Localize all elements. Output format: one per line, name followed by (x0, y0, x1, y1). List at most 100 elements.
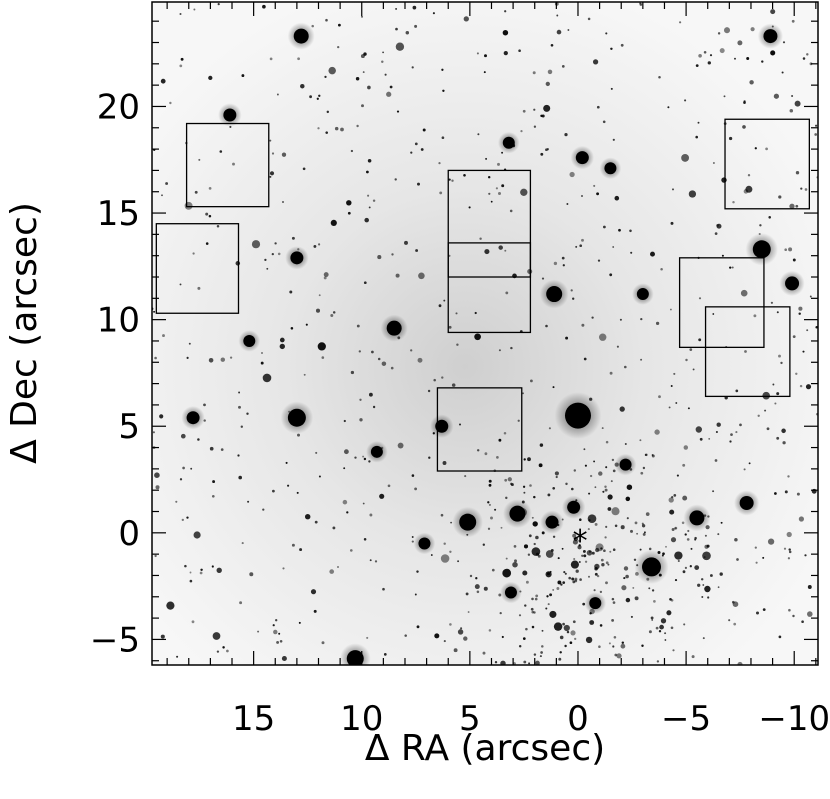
faint-star (593, 460, 596, 463)
faint-star (534, 597, 538, 601)
faint-star (337, 566, 339, 568)
faint-star (802, 350, 805, 353)
faint-star (734, 57, 736, 60)
faint-star (605, 32, 608, 35)
faint-star (545, 81, 550, 87)
faint-star (614, 195, 620, 201)
faint-star (582, 549, 586, 553)
faint-star (770, 301, 774, 304)
faint-star (731, 600, 735, 604)
faint-star (418, 272, 425, 280)
faint-star (535, 535, 539, 540)
faint-star (502, 29, 509, 36)
tick-labels: 15 10 5 0 −5 −10 20 15 10 5 0 −5 (90, 87, 830, 739)
faint-star (767, 538, 775, 545)
faint-star (487, 175, 491, 179)
faint-star (755, 561, 758, 564)
faint-star (570, 630, 576, 636)
faint-star (368, 460, 371, 463)
faint-star (264, 258, 267, 262)
faint-star (630, 251, 633, 254)
faint-star (734, 538, 738, 542)
faint-star (396, 110, 400, 113)
faint-star (593, 184, 596, 187)
faint-star (578, 561, 581, 563)
faint-star (411, 474, 415, 477)
faint-star (658, 395, 661, 399)
faint-star (681, 153, 690, 162)
faint-star (776, 311, 779, 314)
faint-star (565, 482, 568, 486)
faint-star (581, 323, 585, 327)
faint-star (597, 259, 601, 262)
faint-star (594, 572, 598, 576)
faint-star (528, 534, 532, 538)
faint-star (359, 398, 362, 401)
faint-star (278, 632, 281, 635)
faint-star (460, 627, 463, 630)
faint-star (190, 467, 193, 470)
bright-star (509, 505, 526, 522)
faint-star (159, 414, 164, 419)
faint-star (737, 661, 743, 665)
faint-star (573, 557, 576, 561)
faint-star (197, 286, 201, 290)
faint-star (562, 264, 565, 267)
faint-star (654, 429, 660, 435)
faint-star (607, 507, 612, 511)
faint-star (778, 195, 782, 199)
faint-star (372, 199, 376, 202)
faint-star (189, 579, 193, 583)
faint-star (269, 139, 272, 142)
faint-star (216, 224, 220, 228)
faint-star (695, 135, 698, 139)
faint-star (532, 71, 536, 75)
faint-star (318, 243, 321, 246)
faint-star (518, 645, 522, 648)
faint-star (565, 336, 569, 340)
faint-star (241, 542, 244, 545)
faint-star (609, 273, 613, 277)
faint-star (281, 152, 287, 157)
faint-star (651, 589, 655, 592)
faint-star (750, 27, 755, 32)
faint-star (683, 623, 686, 626)
faint-star (807, 611, 813, 617)
faint-star (501, 635, 504, 639)
faint-star (208, 214, 212, 218)
faint-star (786, 531, 792, 538)
faint-star (719, 572, 723, 576)
faint-star (368, 206, 371, 209)
field-box (678, 257, 765, 349)
faint-star (778, 635, 782, 639)
faint-star (443, 299, 446, 302)
bright-star (386, 320, 402, 336)
faint-star (791, 19, 795, 23)
faint-star (291, 543, 295, 547)
faint-star (729, 440, 732, 443)
faint-star (538, 463, 543, 468)
faint-star (608, 642, 611, 645)
faint-star (249, 572, 254, 577)
faint-star (501, 151, 504, 154)
faint-star (427, 389, 431, 393)
faint-star (194, 190, 198, 194)
faint-star (645, 512, 650, 516)
faint-star (783, 547, 787, 550)
faint-star (448, 178, 451, 181)
faint-star (605, 561, 609, 565)
faint-star (778, 354, 781, 358)
faint-star (479, 237, 482, 240)
faint-star (660, 618, 667, 624)
faint-star (670, 626, 674, 630)
faint-star (571, 487, 574, 491)
faint-star (714, 459, 718, 462)
faint-star (332, 526, 336, 530)
field-box (185, 122, 270, 208)
faint-star (527, 268, 533, 275)
faint-star (484, 452, 488, 456)
faint-star (503, 50, 508, 56)
faint-star (620, 43, 624, 47)
faint-star (552, 386, 555, 389)
faint-star (570, 289, 573, 292)
